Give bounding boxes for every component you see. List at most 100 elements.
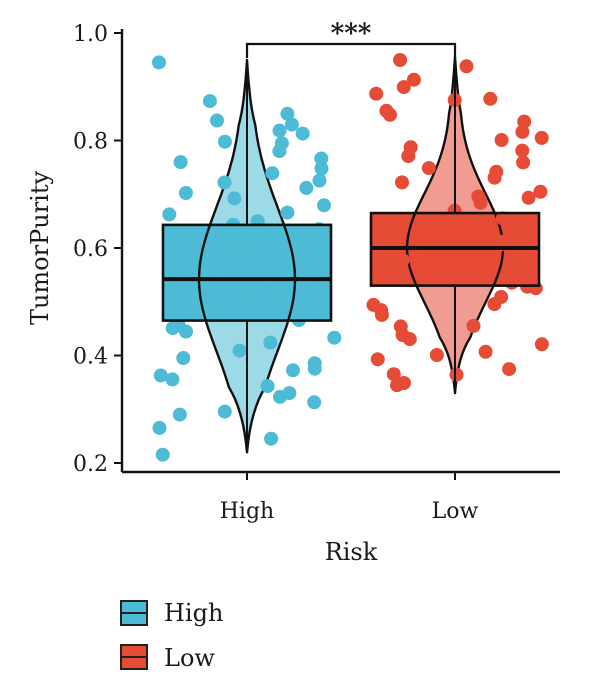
data-point-low — [478, 344, 493, 359]
data-point-high — [162, 207, 177, 222]
data-point-low — [534, 337, 549, 352]
data-point-high — [165, 321, 180, 336]
data-point-low — [429, 348, 444, 362]
data-point-high — [217, 175, 232, 190]
data-point-low — [373, 269, 388, 284]
data-point-low — [386, 367, 401, 382]
data-point-low — [492, 238, 507, 253]
data-point-high — [179, 324, 193, 339]
y-axis-title: TumorPurity — [26, 171, 54, 326]
data-point-high — [227, 191, 242, 206]
data-point-low — [395, 253, 410, 268]
data-point-high — [317, 288, 332, 303]
data-point-high — [260, 379, 275, 394]
y-tick-label: 0.4 — [73, 345, 108, 370]
data-point-low — [369, 86, 384, 101]
data-point-high — [217, 134, 232, 149]
data-point-low — [515, 124, 530, 139]
data-point-high — [210, 304, 225, 319]
data-point-high — [273, 389, 287, 404]
data-point-high — [232, 343, 247, 358]
significance-bracket — [245, 42, 457, 58]
y-tick-label: 0.8 — [73, 130, 108, 155]
data-point-high — [264, 431, 279, 446]
data-point-high — [172, 407, 187, 422]
x-tick-label-high: High — [220, 499, 274, 524]
data-point-high — [265, 166, 280, 181]
data-point-high — [210, 257, 225, 272]
data-point-high — [178, 186, 193, 200]
data-point-high — [165, 372, 180, 387]
data-point-low — [495, 211, 510, 226]
data-point-high — [255, 299, 270, 314]
data-point-high — [263, 278, 278, 293]
data-point-low — [528, 281, 543, 296]
data-point-low — [390, 378, 404, 393]
legend-item-low: Low — [120, 644, 215, 672]
data-point-low — [370, 352, 385, 367]
data-point-low — [393, 53, 408, 67]
data-point-high — [202, 94, 217, 109]
data-point-high — [217, 404, 232, 419]
data-point-high — [299, 180, 314, 195]
data-point-low — [487, 170, 502, 185]
data-point-high — [307, 361, 322, 376]
legend: High Low — [120, 599, 223, 672]
data-point-high — [327, 330, 342, 345]
data-point-high — [307, 395, 322, 410]
data-point-high — [153, 368, 168, 383]
data-point-high — [272, 123, 287, 138]
data-point-low — [406, 72, 421, 87]
data-point-low — [494, 133, 509, 147]
data-point-high — [216, 229, 231, 244]
data-point-high — [286, 363, 300, 378]
data-point-low — [517, 114, 532, 129]
y-tick-label: 1.0 — [73, 22, 108, 47]
data-point-high — [173, 155, 188, 170]
data-point-low — [476, 262, 491, 277]
data-point-high — [242, 239, 257, 253]
y-tick-label: 0.2 — [73, 452, 108, 477]
data-point-low — [395, 175, 409, 190]
data-point-low — [487, 297, 502, 312]
significance-label: *** — [331, 19, 372, 49]
data-point-high — [268, 238, 283, 253]
data-point-low — [483, 91, 498, 106]
data-point-high — [240, 285, 255, 300]
data-point-high — [295, 126, 310, 141]
data-point-low — [401, 149, 416, 164]
data-point-low — [438, 217, 453, 232]
data-point-high — [276, 293, 291, 308]
data-point-high — [176, 351, 191, 365]
data-point-high — [280, 205, 295, 220]
data-point-low — [383, 107, 397, 122]
legend-item-high: High — [120, 599, 223, 627]
x-axis-title: Risk — [325, 538, 378, 566]
legend-label-low: Low — [164, 644, 215, 672]
data-point-high — [312, 173, 327, 188]
data-point-high — [155, 447, 170, 462]
data-point-low — [396, 80, 411, 95]
data-point-low — [458, 230, 473, 245]
data-point-low — [515, 143, 530, 158]
data-point-low — [516, 155, 531, 170]
data-point-high — [152, 55, 166, 70]
violin-high — [197, 58, 297, 454]
data-point-low — [466, 318, 481, 333]
data-point-low — [504, 275, 519, 290]
data-point-high — [263, 335, 278, 350]
data-point-low — [411, 255, 426, 270]
data-point-low — [421, 161, 436, 176]
data-point-low — [534, 130, 549, 145]
data-point-high — [272, 144, 287, 159]
data-point-high — [314, 151, 329, 166]
data-point-low — [533, 184, 548, 199]
data-point-high — [314, 161, 329, 176]
data-point-high — [210, 113, 224, 128]
y-tick-label: 0.6 — [73, 237, 108, 262]
data-point-low — [473, 195, 488, 210]
data-point-low — [402, 332, 417, 347]
data-point-low — [374, 307, 389, 322]
